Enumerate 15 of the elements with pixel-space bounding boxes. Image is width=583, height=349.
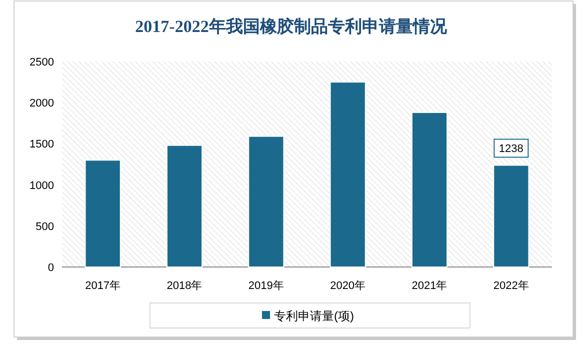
x-tick-label: 2021年 <box>412 280 448 292</box>
chart-title: 2017-2022年我国橡胶制品专利申请量情况 <box>135 17 448 36</box>
x-tick-label: 2019年 <box>248 280 284 292</box>
x-tick-label: 2020年 <box>330 280 366 292</box>
y-tick-label: 0 <box>48 262 54 274</box>
x-tick-label: 2022年 <box>493 280 529 292</box>
x-tick-label: 2017年 <box>85 280 121 292</box>
y-tick-label: 1500 <box>30 138 54 151</box>
y-tick-label: 2000 <box>30 98 54 110</box>
data-label: 1238 <box>498 143 524 156</box>
legend-label: 专利申请量(项) <box>274 309 354 323</box>
y-tick-label: 2500 <box>30 56 54 68</box>
y-tick-label: 500 <box>36 220 54 233</box>
y-tick-label: 1000 <box>30 180 54 192</box>
x-tick-label: 2018年 <box>166 280 202 292</box>
